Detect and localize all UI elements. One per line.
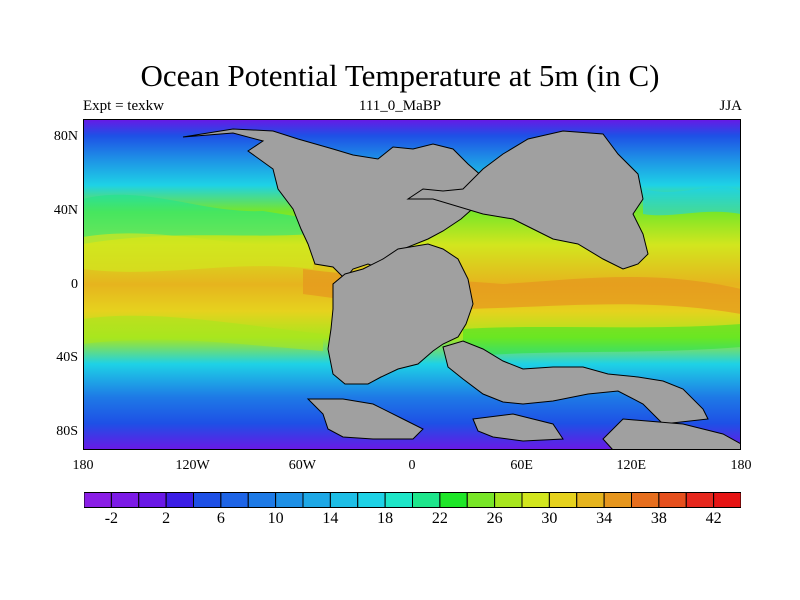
polar-landmass-east — [472, 413, 564, 442]
map-border — [83, 119, 741, 450]
colorbar-box — [685, 492, 715, 508]
southeastern-landmass — [442, 340, 709, 425]
colorbar-box — [466, 492, 496, 508]
lat-label: 80S — [56, 423, 78, 439]
colorbar-label: 34 — [596, 510, 613, 527]
colorbar-box — [576, 492, 605, 508]
colorbar-label: 6 — [216, 510, 225, 527]
season-label: JJA — [719, 98, 742, 114]
colorbar — [84, 492, 741, 508]
colorbar-box — [110, 492, 140, 508]
colorbar-label: 22 — [431, 510, 448, 527]
map-title: Ocean Potential Temperature at 5m (in C) — [140, 58, 660, 93]
colorbar-box — [384, 492, 414, 508]
colorbar-box — [494, 492, 523, 508]
colorbar-label: 26 — [486, 510, 503, 527]
colorbar-box — [302, 492, 331, 508]
colorbar-box — [439, 492, 468, 508]
lon-label: 60E — [510, 458, 533, 473]
colorbar-label: -2 — [104, 510, 119, 527]
colorbar-box — [193, 492, 222, 508]
colorbar-box — [329, 492, 359, 508]
land-masses — [182, 128, 741, 450]
lat-label: 80N — [53, 129, 78, 145]
colorbar-box — [412, 492, 441, 508]
colorbar-box — [247, 492, 277, 508]
colorbar-box — [658, 492, 687, 508]
lat-label: 0 — [71, 276, 78, 292]
lon-label: 180 — [72, 458, 94, 473]
northern-landmass — [182, 128, 514, 280]
eastern-landmass — [406, 130, 649, 270]
colorbar-box — [275, 492, 304, 508]
temperature-map — [83, 119, 741, 450]
colorbar-box — [357, 492, 386, 508]
colorbar-label: 18 — [377, 510, 394, 527]
polar-landmass-far-east — [602, 418, 741, 450]
lat-label: 40S — [56, 350, 78, 366]
colorbar-label: 2 — [162, 510, 171, 527]
lon-label: 60W — [288, 458, 316, 473]
colorbar-box — [713, 492, 741, 508]
lat-label: 40N — [53, 202, 78, 218]
colorbar-box — [220, 492, 249, 508]
colorbar-box — [138, 492, 167, 508]
colorbar-label: 30 — [541, 510, 558, 527]
colorbar-label: 38 — [650, 510, 667, 527]
colorbar-box — [521, 492, 550, 508]
colorbar-label: 14 — [322, 510, 339, 527]
lon-label: 120W — [175, 458, 210, 473]
colorbar-label: 10 — [267, 510, 284, 527]
southern-island — [306, 398, 424, 440]
colorbar-box — [165, 492, 195, 508]
lon-label: 0 — [408, 458, 416, 473]
central-southern-landmass — [327, 243, 474, 385]
period-label: 111_0_MaBP — [358, 98, 442, 114]
lon-label: 120E — [616, 458, 647, 473]
colorbar-box — [631, 492, 660, 508]
colorbar-box — [603, 492, 633, 508]
colorbar-box — [548, 492, 578, 508]
colorbar-label: 42 — [705, 510, 722, 527]
colorbar-box — [84, 492, 112, 508]
experiment-label: Expt = texkw — [83, 98, 164, 114]
lon-label: 180 — [730, 458, 752, 473]
